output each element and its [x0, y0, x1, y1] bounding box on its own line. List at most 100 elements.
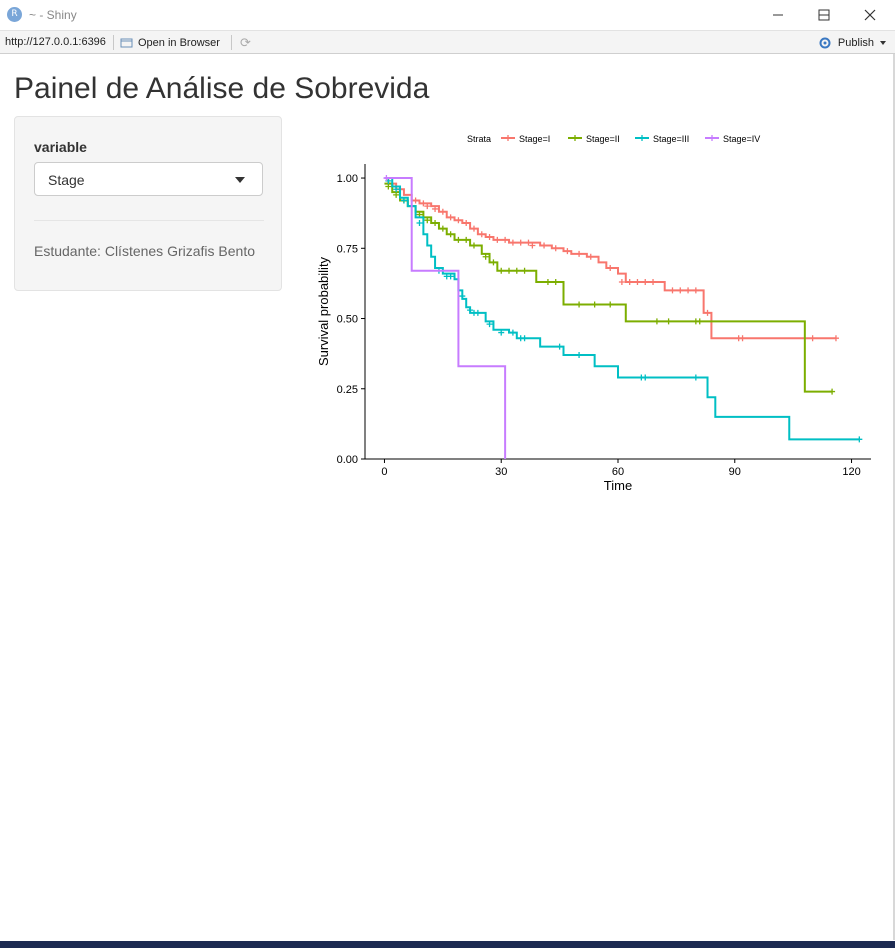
legend-label: Stage=II	[586, 134, 620, 144]
x-tick-label: 0	[381, 466, 387, 478]
maximize-button[interactable]	[801, 0, 847, 30]
y-tick-label: 0.25	[337, 384, 358, 396]
student-credit: Estudante: Clístenes Grizafis Bento	[34, 243, 255, 259]
censor-mark	[517, 239, 524, 246]
censor-mark	[692, 374, 699, 381]
censor-mark	[432, 205, 439, 212]
censor-mark	[669, 287, 676, 294]
censor-mark	[692, 287, 699, 294]
censor-mark	[455, 236, 462, 243]
open-in-browser-button[interactable]: Open in Browser	[120, 34, 220, 51]
km-curve-stage-i	[384, 177, 836, 340]
open-in-browser-label: Open in Browser	[138, 36, 220, 49]
censor-mark	[591, 301, 598, 308]
censor-mark	[576, 301, 583, 308]
censor-mark	[439, 208, 446, 215]
minimize-icon	[819, 14, 829, 16]
censor-mark	[412, 197, 419, 204]
publish-icon	[819, 37, 831, 48]
censor-mark	[498, 267, 505, 274]
censor-mark	[447, 214, 454, 221]
censor-mark	[463, 220, 470, 226]
minimize-window-icon	[773, 14, 783, 16]
censor-mark	[509, 239, 516, 246]
censor-mark	[552, 245, 559, 252]
y-axis-title: Survival probability	[316, 256, 331, 366]
censor-mark	[486, 234, 493, 241]
censor-mark	[696, 318, 703, 325]
censor-mark	[420, 200, 427, 207]
censor-mark	[704, 309, 711, 316]
censor-mark	[541, 242, 548, 249]
variable-select[interactable]: Stage	[34, 162, 263, 196]
minimize-button[interactable]	[801, 0, 847, 30]
censor-mark	[490, 259, 497, 266]
sidebar-panel: variable Stage Estudante: Clístenes Griz…	[14, 116, 282, 291]
x-tick-label: 30	[495, 466, 507, 478]
censor-mark	[482, 253, 489, 260]
censor-mark	[653, 318, 660, 325]
censor-mark	[521, 267, 528, 274]
toolbar-divider	[113, 35, 114, 50]
legend-label: Stage=III	[653, 134, 689, 144]
censor-mark	[400, 197, 407, 204]
x-tick-label: 120	[842, 466, 860, 478]
censor-mark	[525, 239, 532, 246]
r-app-icon: R	[7, 7, 22, 22]
censor-mark	[576, 250, 583, 257]
window-right-border	[893, 54, 895, 940]
censor-mark	[459, 293, 466, 300]
censor-mark	[529, 242, 536, 249]
censor-mark	[393, 186, 400, 193]
censor-mark	[463, 236, 470, 243]
shiny-app-content: Painel de Análise de Sobrevida variable …	[0, 54, 893, 941]
censor-mark	[856, 436, 863, 443]
minimize-window-button[interactable]	[755, 0, 801, 30]
censor-mark	[513, 267, 520, 274]
censor-mark	[618, 279, 625, 285]
censor-mark	[677, 287, 684, 294]
censor-mark	[556, 343, 563, 350]
km-curve-stage-iii	[384, 177, 860, 441]
censor-mark	[455, 217, 462, 224]
survival-plot: 0 30 60 90 120 0.00 0.25 0.50 0.75 1.00 Time Surviv…	[316, 134, 871, 493]
censor-mark	[544, 279, 551, 285]
censor-mark	[832, 335, 839, 342]
censor-mark	[470, 225, 477, 232]
censor-mark	[576, 352, 583, 359]
censor-mark	[521, 335, 528, 342]
close-button[interactable]	[847, 0, 893, 30]
maximize-icon	[818, 9, 830, 21]
refresh-icon[interactable]: ⟳	[240, 35, 251, 50]
censor-mark	[439, 225, 446, 232]
censor-mark	[509, 329, 516, 336]
y-tick-label: 0.00	[337, 454, 358, 466]
url-text[interactable]: http://127.0.0.1:6396	[5, 36, 106, 48]
x-tick-label: 60	[612, 466, 624, 478]
censor-mark	[634, 279, 641, 285]
chevron-down-icon	[880, 40, 886, 45]
x-axis-title: Time	[604, 478, 632, 493]
title-bar: R ~ - Shiny — ☐ ✕	[0, 0, 895, 30]
censor-mark	[564, 248, 571, 255]
km-curve-stage-iv	[384, 177, 507, 459]
censor-mark	[498, 329, 505, 336]
censor-mark	[607, 301, 614, 308]
publish-label: Publish	[837, 36, 874, 49]
censor-mark	[626, 279, 633, 285]
censor-mark	[502, 236, 509, 243]
censor-mark	[470, 242, 477, 249]
x-tick-label: 90	[729, 466, 741, 478]
y-tick-label: 1.00	[337, 173, 358, 185]
censor-mark	[478, 231, 485, 238]
censor-mark	[383, 175, 390, 182]
y-tick-label: 0.50	[337, 314, 358, 326]
publish-button[interactable]: Publish	[817, 34, 887, 51]
open-browser-icon	[120, 38, 133, 47]
censor-mark	[665, 318, 672, 325]
censor-mark	[650, 279, 657, 285]
censor-mark	[474, 309, 481, 316]
viewer-toolbar: http://127.0.0.1:6396 Open in Browser ⟳ …	[0, 30, 895, 54]
censor-mark	[809, 335, 816, 342]
